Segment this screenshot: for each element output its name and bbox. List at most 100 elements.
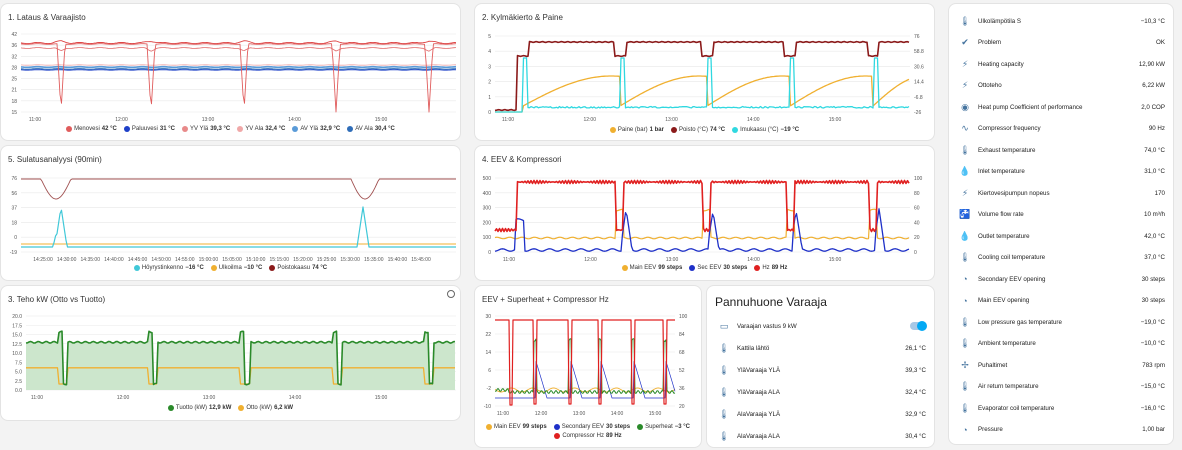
legend-item[interactable]: Secondary EEV 30 steps	[554, 424, 630, 430]
legend-value: 30 steps	[606, 424, 630, 430]
flash-icon: ⚡	[958, 186, 972, 200]
sulatus-chart[interactable]: 765637180-1914:25:00 14:30:00 14:35:00 14:4…	[1, 170, 461, 270]
entity-row[interactable]: 💧 Inlet temperature 31,0 °C	[949, 162, 1173, 182]
entity-row[interactable]: 🌡 Exhaust temperature 74,0 °C	[949, 140, 1173, 160]
legend-name: Paluuvesi	[132, 126, 158, 132]
series-line-hz	[495, 181, 909, 232]
y2-tick-label: 60	[914, 206, 920, 212]
entity-row[interactable]: ⚡ Ottoteho 6,22 kW	[949, 76, 1173, 96]
x-tick-label: 11:00	[31, 395, 43, 401]
thermometer-icon: 🌡	[958, 143, 972, 157]
varaaja-row[interactable]: 🌡 YläVaraaja ALA 32,4 °C	[707, 382, 934, 402]
legend-name: YV Ala	[245, 126, 263, 132]
x-tick-label: 14:30:00	[57, 257, 77, 263]
y2-tick-label: 40	[914, 220, 920, 226]
entity-row[interactable]: 🌡 Evaporator coil temperature −16,0 °C	[949, 398, 1173, 418]
superheat-chart[interactable]: 30 22 14 6 -2 -10 100 84 68 52 36 20 11:00 12:00 13:00…	[475, 310, 702, 422]
entity-row[interactable]: ◔ Pressure 1,00 bar	[949, 420, 1173, 440]
legend-name: YV Ylä	[190, 126, 208, 132]
series-line-av-ala	[21, 69, 456, 70]
x-tick-label: 11:00	[503, 257, 515, 263]
y-tick-label: 10.0	[12, 351, 22, 357]
legend-item[interactable]: AV Ylä 32,9 °C	[292, 126, 340, 132]
teho-chart[interactable]: 20.0 17.5 15.0 12.5 10.0 7.5 5.0 2.5 0.0 11:00 12:…	[1, 310, 461, 406]
entity-row[interactable]: 🌡 Air return temperature −15,0 °C	[949, 377, 1173, 397]
entity-row[interactable]: ⚡ Heating capacity 12,90 kW	[949, 54, 1173, 74]
legend-item[interactable]: Compressor Hz 89 Hz	[554, 433, 621, 439]
legend-item[interactable]: Poisto (°C) 74 °C	[671, 127, 725, 133]
row-label: Kattila lähtö	[737, 345, 905, 352]
entity-row[interactable]: 🌡 Cooling coil temperature 37,0 °C	[949, 248, 1173, 268]
legend-item[interactable]: Superheat −3 °C	[637, 424, 690, 430]
legend-item[interactable]: Sec EEV 30 steps	[689, 265, 747, 271]
legend-item[interactable]: Tuotto (kW) 12,9 kW	[168, 405, 231, 411]
legend-item[interactable]: Main EEV 99 steps	[486, 424, 547, 430]
x-tick-label: 15:00:00	[199, 257, 219, 263]
legend-item[interactable]: Poistokaasu 74 °C	[269, 265, 327, 271]
legend-item[interactable]: Imukaasu (°C) −19 °C	[732, 127, 799, 133]
entity-row[interactable]: ∿ Compressor frequency 90 Hz	[949, 119, 1173, 139]
x-tick-label: 15:25:00	[317, 257, 337, 263]
series-line-superheat	[495, 339, 675, 394]
legend-item[interactable]: Menovesi 42 °C	[66, 126, 117, 132]
entity-row[interactable]: ✔ Problem OK	[949, 33, 1173, 53]
x-tick-label: 15:40:00	[388, 257, 408, 263]
entity-row[interactable]: 🌡 Ambient temperature −10,0 °C	[949, 334, 1173, 354]
legend-name: Compressor Hz	[562, 433, 604, 439]
legend-name: Imukaasu (°C)	[740, 127, 778, 133]
legend-item[interactable]: Paluuvesi 31 °C	[124, 126, 175, 132]
sine-wave-icon: ∿	[958, 122, 972, 136]
eev-chart[interactable]: 500400300200100010080604020011:00 12:00 13…	[475, 170, 935, 270]
entity-row[interactable]: 🚰 Volume flow rate 10 m³/h	[949, 205, 1173, 225]
entity-row[interactable]: 🌡 Ulkolämpötila S −10,3 °C	[949, 11, 1173, 31]
entity-row[interactable]: 🌡 Low pressure gas temperature −19,0 °C	[949, 312, 1173, 332]
y2-tick-label: -6.8	[914, 95, 923, 101]
entity-row[interactable]: 💧 Outlet temperature 42,0 °C	[949, 226, 1173, 246]
varaaja-row[interactable]: 🌡 AlaVaraaja YLÄ 32,9 °C	[707, 404, 934, 424]
heater-toggle[interactable]	[910, 322, 926, 330]
legend-item[interactable]: AV Ala 30,4 °C	[347, 126, 395, 132]
y-tick-label: 0	[488, 250, 491, 256]
legend-item[interactable]: Paine (bar) 1 bar	[610, 127, 664, 133]
legend-item[interactable]: Otto (kW) 6,2 kW	[238, 405, 293, 411]
y-tick-label: 42	[11, 32, 17, 38]
entity-row[interactable]: ⚡ Kiertovesipumpun nopeus 170	[949, 183, 1173, 203]
varaaja-row[interactable]: 🌡 AlaVaraaja ALA 30,4 °C	[707, 426, 934, 446]
x-tick-label: 14:50:00	[151, 257, 171, 263]
legend-item[interactable]: Hz 89 Hz	[754, 265, 787, 271]
y-tick-label: -19	[10, 250, 17, 256]
legend-item[interactable]: Main EEV 99 steps	[622, 265, 683, 271]
entity-row[interactable]: ◔ Secondary EEV opening 30 steps	[949, 269, 1173, 289]
y2-tick-label: 68	[679, 350, 685, 356]
kylma-chart[interactable]: 5 4 3 2 1 0 76 58.8 30.6 14.4 -6.8 -26 11:00 12:00 13:…	[475, 28, 935, 128]
thermometer-icon: 🌡	[958, 14, 972, 28]
legend-item[interactable]: YV Ala 32,4 °C	[237, 126, 285, 132]
legend-value: 74 °C	[312, 265, 327, 271]
x-tick-label: 12:00	[535, 411, 548, 417]
legend-dot-icon	[554, 424, 560, 430]
varaaja-row[interactable]: ▭ Varaajan vastus 9 kW	[707, 316, 934, 336]
legend-item[interactable]: Ulkoilma −10 °C	[211, 265, 263, 271]
row-label: YläVaraaja ALA	[737, 389, 905, 396]
varaaja-row[interactable]: 🌡 YläVaraaja YLÄ 39,3 °C	[707, 360, 934, 380]
entity-row[interactable]: ◔ Main EEV opening 30 steps	[949, 291, 1173, 311]
entity-value: −19,0 °C	[1141, 319, 1165, 326]
x-tick-label: 15:15:00	[270, 257, 290, 263]
legend-item[interactable]: Höyrystinkenno −16 °C	[134, 265, 204, 271]
refresh-icon[interactable]	[447, 290, 455, 298]
card-title: Pannuhuone Varaaja	[715, 295, 827, 309]
varaaja-row[interactable]: 🌡 Kattila lähtö 26,1 °C	[707, 338, 934, 358]
legend-item[interactable]: YV Ylä 39,3 °C	[182, 126, 230, 132]
entity-row[interactable]: ✢ Puhaltimet 783 rpm	[949, 355, 1173, 375]
legend-name: Höyrystinkenno	[142, 265, 183, 271]
legend-name: Hz	[762, 265, 769, 271]
lataus-chart[interactable]: 42 36 32 28 25 21 18 15 11:00 12:00 13:00 14:00 15:0…	[1, 26, 461, 134]
entity-row[interactable]: ◉ Heat pump Coefficient of performance 2,0…	[949, 97, 1173, 117]
y2-tick-label: 52	[679, 368, 685, 374]
entity-value: 10 m³/h	[1144, 211, 1165, 218]
entity-value: −10,0 °C	[1141, 340, 1165, 347]
y2-tick-label: 76	[914, 34, 920, 40]
flash-icon: ⚡	[958, 57, 972, 71]
x-tick-label: 14:00	[289, 395, 302, 401]
legend-dot-icon	[622, 265, 628, 271]
